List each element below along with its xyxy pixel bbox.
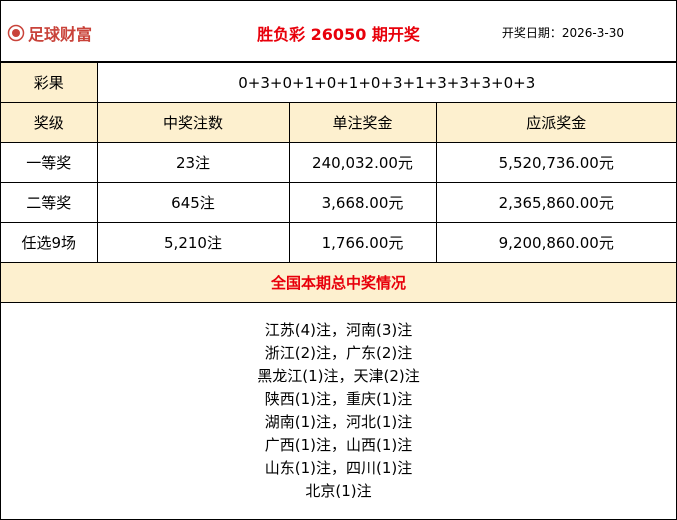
date-value: 2026-3-30: [561, 26, 624, 40]
table-header: 奖级 中奖注数 单注奖金 应派奖金: [1, 102, 676, 143]
result-label: 彩果: [1, 62, 98, 103]
province-line: 湖南(1)注，河北(1)注: [264, 413, 413, 431]
national-title: 全国本期总中奖情况: [1, 262, 676, 303]
province-line: 陕西(1)注，重庆(1)注: [264, 390, 413, 408]
cell: 9,200,860.00元: [435, 222, 676, 263]
header: 足球财富 胜负彩 26050 期开奖 开奖日期：2026-3-30: [1, 1, 676, 62]
result-value: 0+3+0+1+0+1+0+3+1+3+3+3+0+3: [96, 62, 676, 103]
province-winners: 江苏(4)注，河南(3)注 浙江(2)注，广东(2)注 黑龙江(1)注，天津(2…: [1, 319, 676, 503]
cell: 2,365,860.00元: [435, 182, 676, 223]
table-row: 二等奖 645注 3,668.00元 2,365,860.00元: [1, 182, 676, 223]
province-line: 浙江(2)注，广东(2)注: [264, 344, 413, 362]
page-title: 胜负彩 26050 期开奖: [257, 25, 420, 44]
province-line: 山东(1)注，四川(1)注: [264, 459, 413, 477]
cell: 5,210注: [96, 222, 290, 263]
cell: 240,032.00元: [288, 142, 437, 183]
result-row: 彩果 0+3+0+1+0+1+0+3+1+3+3+3+0+3: [1, 62, 676, 103]
logo: 足球财富: [7, 21, 92, 45]
column-header: 奖级: [1, 102, 98, 143]
national-title-row: 全国本期总中奖情况: [1, 262, 676, 303]
emblem-icon: [7, 24, 25, 42]
province-line: 黑龙江(1)注，天津(2)注: [257, 367, 420, 385]
column-header: 单注奖金: [288, 102, 437, 143]
cell: 一等奖: [1, 142, 98, 183]
cell: 任选9场: [1, 222, 98, 263]
date-label: 开奖日期：: [501, 26, 562, 40]
prize-table: 彩果 0+3+0+1+0+1+0+3+1+3+3+3+0+3 奖级 中奖注数 单注奖金…: [1, 62, 676, 303]
cell: 1,766.00元: [288, 222, 437, 263]
logo-text: 足球财富: [28, 25, 93, 44]
table-row: 任选9场 5,210注 1,766.00元 9,200,860.00元: [1, 222, 676, 263]
cell: 645注: [96, 182, 290, 223]
cell: 5,520,736.00元: [435, 142, 676, 183]
cell: 23注: [96, 142, 290, 183]
province-line: 江苏(4)注，河南(3)注: [264, 321, 413, 339]
draw-date: 开奖日期：2026-3-30: [502, 24, 624, 41]
table-row: 一等奖 23注 240,032.00元 5,520,736.00元: [1, 142, 676, 183]
column-header: 应派奖金: [435, 102, 676, 143]
column-header: 中奖注数: [96, 102, 290, 143]
province-line: 广西(1)注，山西(1)注: [264, 436, 413, 454]
cell: 二等奖: [1, 182, 98, 223]
cell: 3,668.00元: [288, 182, 437, 223]
province-line: 北京(1)注: [305, 482, 372, 500]
